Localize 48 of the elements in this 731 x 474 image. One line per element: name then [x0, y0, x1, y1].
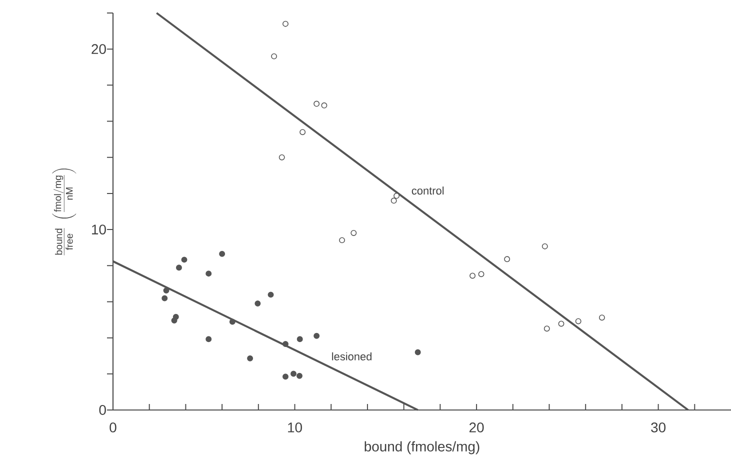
point	[268, 292, 274, 298]
point	[598, 314, 605, 321]
point	[282, 374, 288, 380]
point	[350, 230, 357, 236]
x-tick-label: 10	[288, 422, 302, 432]
point	[219, 250, 226, 257]
y-tick-label: 0	[99, 405, 106, 415]
point	[314, 332, 320, 339]
point	[394, 192, 400, 199]
point	[176, 264, 182, 271]
point	[339, 237, 346, 244]
point	[478, 271, 484, 278]
point	[414, 349, 421, 356]
point	[229, 318, 236, 325]
y-tick-label: 20	[92, 44, 106, 54]
point	[271, 53, 278, 60]
point	[163, 288, 170, 294]
point	[181, 256, 188, 263]
point	[247, 355, 254, 362]
x-axis-title: bound (fmoles/mg)	[364, 441, 480, 454]
point	[162, 295, 168, 302]
series-label: control	[412, 186, 444, 195]
point	[321, 102, 328, 108]
point	[206, 270, 212, 277]
point	[558, 320, 564, 327]
point	[544, 326, 550, 332]
x-tick-label: 30	[651, 422, 666, 432]
point	[254, 300, 261, 307]
series-label: lesioned	[332, 352, 372, 360]
point	[300, 129, 306, 136]
y-tick-label: 10	[92, 224, 106, 234]
point	[314, 100, 320, 107]
point	[390, 198, 397, 204]
point	[172, 314, 179, 320]
point	[290, 370, 296, 377]
point	[504, 256, 510, 262]
point	[575, 318, 582, 324]
point	[542, 243, 548, 250]
point	[296, 372, 302, 379]
point	[282, 20, 288, 27]
x-tick-label: 0	[110, 422, 116, 432]
point	[278, 154, 285, 160]
point	[282, 340, 288, 347]
point	[470, 272, 476, 279]
point	[206, 336, 212, 342]
x-tick-label: 20	[469, 422, 484, 432]
y-axis-title: $\frac{\mathrm{bound}}{\mathrm{free}}\;\left(\frac{\mathrm{fmol/mg}}{\mathrm{nM}}\right)$	[52, 168, 76, 256]
point	[296, 336, 303, 342]
